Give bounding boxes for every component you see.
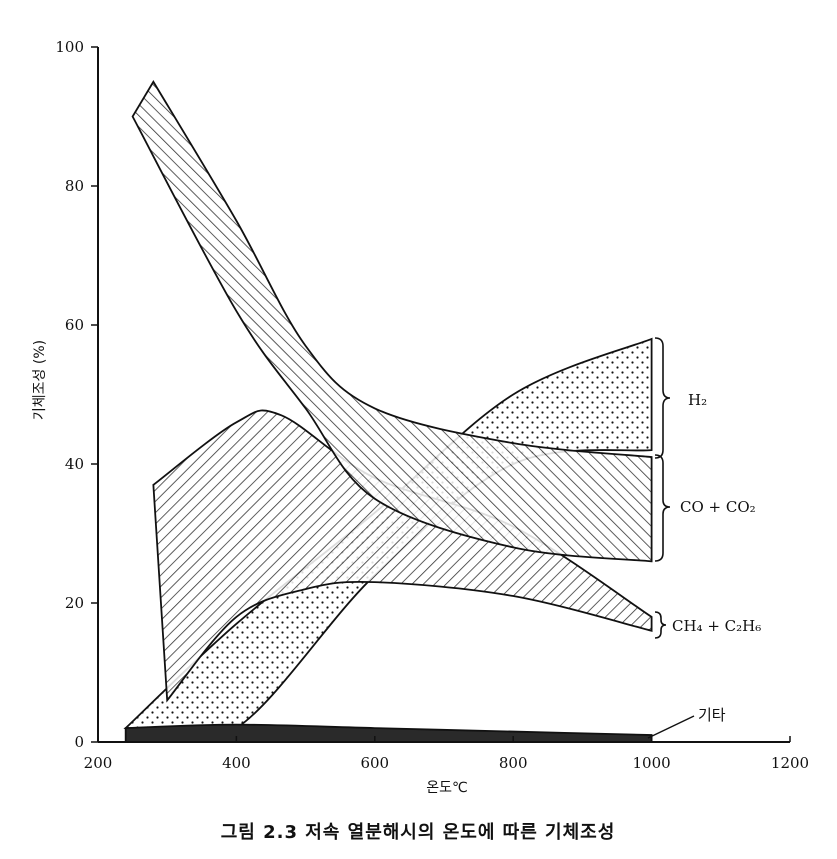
y-tick-label: 60 xyxy=(65,316,84,334)
y-tick-label: 80 xyxy=(65,177,84,195)
x-tick-label: 1000 xyxy=(633,754,671,772)
x-tick-label: 800 xyxy=(499,754,528,772)
series-label-co-co2: CO + CO₂ xyxy=(680,498,756,516)
series-label-h2: H₂ xyxy=(688,391,707,409)
y-tick-label: 0 xyxy=(74,733,84,751)
x-tick-label: 600 xyxy=(360,754,389,772)
series-areas xyxy=(123,79,653,743)
y-tick-label: 40 xyxy=(65,455,84,473)
axis-ticks: 200 400 600 800 1000 1200 0 20 40 60 80 100 xyxy=(55,38,809,772)
x-tick-label: 200 xyxy=(84,754,113,772)
area-co-co2 xyxy=(131,79,653,563)
area-other xyxy=(124,723,653,743)
x-tick-label: 400 xyxy=(222,754,251,772)
series-label-ch4-c2h6: CH₄ + C₂H₆ xyxy=(672,617,761,635)
x-tick-label: 1200 xyxy=(771,754,809,772)
area-ch4-c2h6 xyxy=(152,409,653,703)
brace-co-co2 xyxy=(654,454,671,562)
series-label-other: 기타 xyxy=(698,706,726,724)
x-axis-title: 온도℃ xyxy=(426,780,467,796)
figure-caption: 그림 2.3 저속 열분해시의 온도에 따른 기체조성 xyxy=(221,822,616,843)
leader-other xyxy=(647,715,695,739)
y-tick-label: 20 xyxy=(65,594,84,612)
brace-ch4-c2h6 xyxy=(654,611,667,639)
y-tick-label: 100 xyxy=(55,38,84,56)
brace-h2 xyxy=(654,337,671,459)
y-axis-title: 기체조성 (%) xyxy=(32,340,48,420)
